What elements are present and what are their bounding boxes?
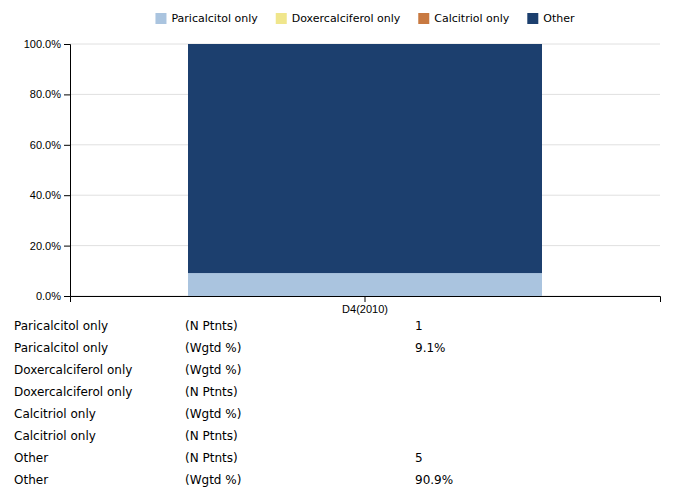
- y-tick: 80.0%: [30, 88, 70, 100]
- table-sublabel: (Wgtd %): [185, 473, 241, 487]
- legend-swatch: [527, 13, 538, 24]
- table-sublabel: (Wgtd %): [185, 363, 241, 377]
- y-axis: 0.0% 20.0% 40.0% 60.0% 80.0% 100.0%: [24, 38, 71, 302]
- tick-mark: [64, 246, 70, 247]
- bar-segment: [188, 44, 542, 273]
- axis-line: [64, 45, 71, 297]
- table-label: Calcitriol only: [14, 407, 96, 421]
- legend-swatch: [276, 13, 287, 24]
- table-sublabel: (Wgtd %): [185, 407, 241, 421]
- table-label: Doxercalciferol only: [14, 363, 132, 377]
- axis-line: [71, 297, 661, 303]
- table-sublabel: (N Ptnts): [185, 319, 238, 333]
- chart: 0.0% 20.0% 40.0% 60.0% 80.0% 100.0% D4(2010) Pa…: [0, 0, 700, 500]
- table-value: 9.1%: [415, 341, 446, 355]
- tick-mark: [365, 296, 366, 302]
- table-label: Doxercalciferol only: [14, 385, 132, 399]
- legend-item: Other: [527, 12, 575, 25]
- legend-label: Paricalcitol only: [171, 12, 258, 25]
- legend: Paricalcitol only Doxercalciferol only Cal…: [155, 12, 575, 25]
- table-sublabel: (N Ptnts): [185, 385, 238, 399]
- table-value: 90.9%: [415, 473, 453, 487]
- table-sublabel: (N Ptnts): [185, 429, 238, 443]
- table-label: Other: [14, 451, 48, 465]
- legend-swatch: [418, 13, 429, 24]
- table-label: Paricalcitol only: [14, 341, 108, 355]
- tick-label: 40.0%: [30, 189, 61, 201]
- y-tick: 60.0%: [30, 139, 70, 151]
- table-label: Calcitriol only: [14, 429, 96, 443]
- tick-mark: [64, 296, 70, 297]
- tick-mark: [64, 145, 70, 146]
- tick-mark: [64, 44, 70, 45]
- tick-mark: [64, 195, 70, 196]
- table-sublabel: (N Ptnts): [185, 451, 238, 465]
- table-value: 1: [415, 319, 423, 333]
- tick-mark: [64, 94, 70, 95]
- tick-label: D4(2010): [342, 303, 388, 315]
- x-tick: D4(2010): [342, 296, 388, 315]
- table-label: Paricalcitol only: [14, 319, 108, 333]
- legend-label: Doxercalciferol only: [292, 12, 401, 25]
- tick-label: 100.0%: [24, 38, 62, 50]
- x-axis: D4(2010): [71, 296, 661, 315]
- table-sublabel: (Wgtd %): [185, 341, 241, 355]
- table: Paricalcitol only (N Ptnts) 1 Paricalcitol …: [14, 319, 453, 487]
- bar-segment: [188, 273, 542, 296]
- legend-label: Calcitriol only: [434, 12, 510, 25]
- tick-label: 60.0%: [30, 139, 61, 151]
- y-tick: 100.0%: [24, 38, 70, 50]
- y-tick: 20.0%: [30, 240, 70, 252]
- tick-label: 0.0%: [36, 290, 61, 302]
- tick-label: 20.0%: [30, 240, 61, 252]
- table-label: Other: [14, 473, 48, 487]
- legend-item: Doxercalciferol only: [276, 12, 401, 25]
- y-tick: 40.0%: [30, 189, 70, 201]
- legend-item: Calcitriol only: [418, 12, 510, 25]
- legend-item: Paricalcitol only: [155, 12, 258, 25]
- tick-label: 80.0%: [30, 88, 61, 100]
- legend-label: Other: [543, 12, 575, 25]
- bars: [188, 44, 542, 296]
- legend-swatch: [155, 13, 166, 24]
- grid: [70, 44, 660, 296]
- table-value: 5: [415, 451, 423, 465]
- y-tick: 0.0%: [36, 290, 70, 302]
